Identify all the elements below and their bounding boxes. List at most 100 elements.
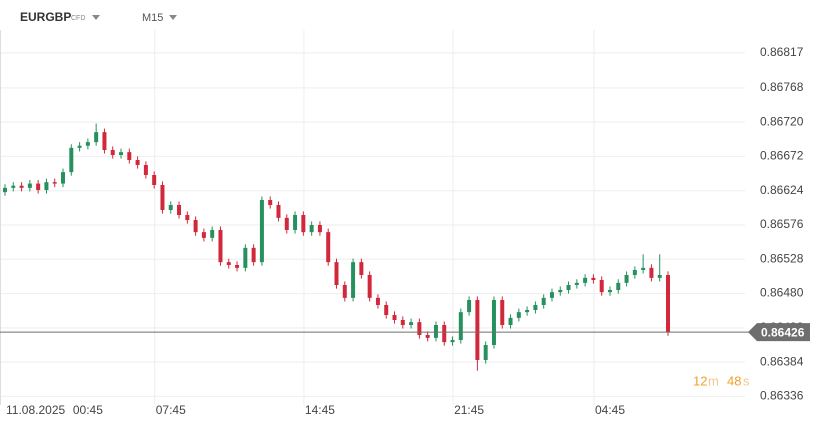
candle-body bbox=[259, 200, 264, 263]
y-tick-label: 0.86480 bbox=[760, 286, 804, 300]
candle-body bbox=[624, 275, 629, 283]
last-price-tag bbox=[748, 323, 810, 342]
candle-body bbox=[599, 280, 604, 293]
candle-body bbox=[375, 297, 380, 305]
candle-body bbox=[450, 340, 455, 343]
symbol[interactable]: EURGBP bbox=[20, 10, 71, 24]
candle-body bbox=[160, 185, 165, 210]
candle-body bbox=[351, 262, 356, 298]
candle-body bbox=[309, 225, 314, 233]
candle-body bbox=[61, 172, 66, 184]
candle-body bbox=[251, 247, 256, 263]
candle-body bbox=[77, 145, 82, 148]
candle-body bbox=[143, 165, 148, 175]
candle-body bbox=[44, 182, 49, 190]
candle-body bbox=[3, 187, 7, 193]
candle-body bbox=[384, 305, 389, 315]
candle-body bbox=[392, 315, 397, 320]
candle-body bbox=[425, 335, 430, 338]
candle-body bbox=[293, 215, 298, 230]
y-tick-label: 0.86720 bbox=[760, 114, 804, 128]
candle-body bbox=[152, 175, 157, 185]
candle-body bbox=[85, 142, 90, 146]
candle-body bbox=[226, 262, 231, 265]
candle-body bbox=[284, 217, 289, 230]
candle-body bbox=[235, 265, 240, 268]
candle-body bbox=[632, 270, 637, 275]
candle-body bbox=[268, 200, 273, 205]
candle-body bbox=[574, 282, 579, 285]
y-tick-label: 0.86384 bbox=[760, 354, 804, 368]
candle-body bbox=[135, 160, 140, 165]
candle-body bbox=[409, 322, 414, 325]
candle-body bbox=[607, 290, 612, 293]
candle-body bbox=[11, 185, 16, 188]
y-tick-label: 0.86672 bbox=[760, 149, 804, 163]
candle-body bbox=[317, 225, 322, 233]
candle-body bbox=[558, 290, 563, 293]
candle-body bbox=[541, 297, 546, 305]
candle-body bbox=[127, 152, 132, 160]
x-date-label: 11.08.2025 bbox=[6, 403, 65, 417]
candle-body bbox=[475, 300, 480, 360]
candle-body bbox=[483, 345, 488, 360]
candle-body bbox=[367, 275, 372, 298]
candle-body bbox=[19, 185, 24, 188]
candle-body bbox=[641, 267, 646, 270]
candle-body bbox=[417, 322, 422, 335]
candle-body bbox=[657, 275, 662, 278]
candle-body bbox=[168, 205, 173, 210]
candle-body bbox=[649, 267, 654, 278]
y-tick-label: 0.86336 bbox=[760, 389, 804, 403]
candle-body bbox=[549, 292, 554, 298]
candle-body bbox=[500, 300, 505, 325]
y-tick-label: 0.86768 bbox=[760, 80, 804, 94]
x-tick-label: 00:45 bbox=[73, 403, 103, 417]
y-tick-label: 0.86624 bbox=[760, 183, 804, 197]
candle-body bbox=[442, 325, 447, 343]
candle-body bbox=[110, 150, 115, 155]
last-price-label: 0.86426 bbox=[761, 325, 805, 339]
candle-body bbox=[342, 285, 347, 298]
dropdown-arrow[interactable] bbox=[92, 15, 100, 20]
candle-body bbox=[566, 285, 571, 290]
candle-body bbox=[201, 232, 206, 238]
candle-body bbox=[52, 182, 57, 184]
candle-body bbox=[467, 300, 472, 313]
candle-body bbox=[516, 312, 521, 318]
candle-body bbox=[218, 230, 223, 263]
timer-seconds: 48 bbox=[727, 373, 741, 388]
plot-area: 0.863360.863840.864320.864800.865280.865… bbox=[0, 30, 810, 417]
candle-body bbox=[243, 247, 248, 268]
candle-body bbox=[119, 152, 124, 155]
candle-body bbox=[458, 312, 463, 340]
candle-body bbox=[666, 275, 670, 333]
y-tick-label: 0.86576 bbox=[760, 217, 804, 231]
x-tick-label: 21:45 bbox=[454, 403, 484, 417]
candle-body bbox=[533, 305, 538, 310]
candle-body bbox=[433, 325, 438, 338]
candle-body bbox=[326, 232, 331, 263]
candle-body bbox=[102, 132, 107, 150]
candle-body bbox=[359, 262, 364, 275]
candle-body bbox=[508, 317, 513, 325]
candle-body bbox=[210, 230, 215, 238]
candle-body bbox=[525, 310, 530, 313]
x-tick-label: 04:45 bbox=[595, 403, 625, 417]
candle-body bbox=[400, 320, 405, 325]
candle-body bbox=[27, 183, 32, 188]
timer-minutes: 12 bbox=[693, 373, 707, 388]
interval[interactable]: M15 bbox=[142, 12, 163, 24]
candle-body bbox=[94, 132, 99, 143]
candle-body bbox=[276, 205, 281, 218]
candle-body bbox=[591, 277, 596, 280]
candle-body bbox=[583, 277, 588, 283]
candle-body bbox=[491, 300, 496, 345]
dropdown-arrow[interactable] bbox=[169, 15, 177, 20]
candle-body bbox=[177, 205, 182, 215]
y-tick-label: 0.86817 bbox=[760, 45, 804, 59]
y-tick-label: 0.86528 bbox=[760, 251, 804, 265]
x-tick-label: 14:45 bbox=[305, 403, 335, 417]
candle-body bbox=[193, 220, 198, 233]
